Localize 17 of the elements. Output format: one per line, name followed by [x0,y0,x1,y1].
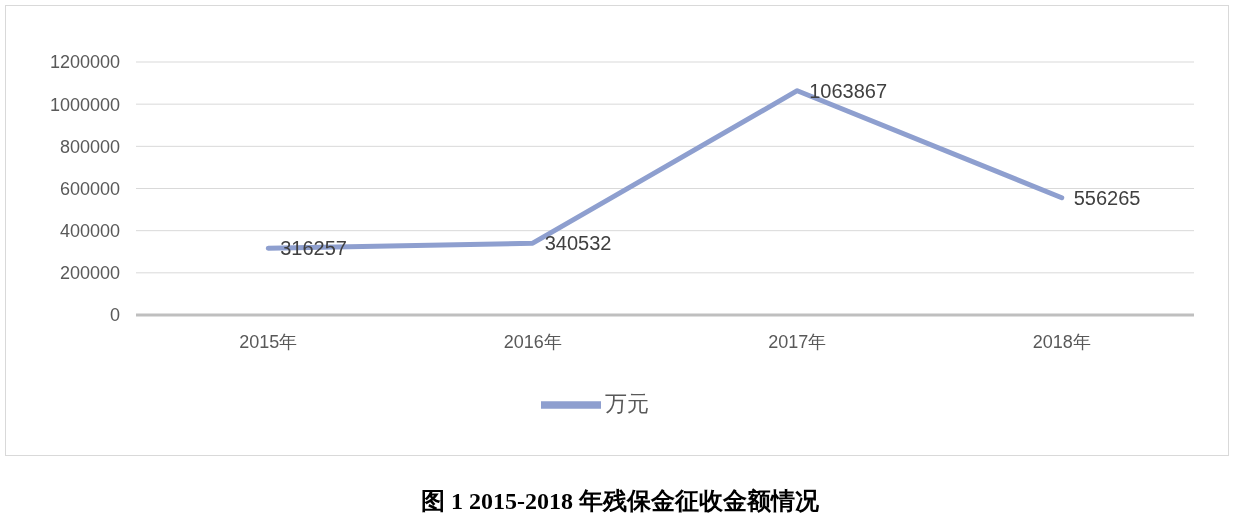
data-label: 316257 [280,237,347,260]
text: 图 1 2015-2018 年残保金征收金额情况 [420,487,820,516]
legend-label: 万元 [605,390,649,416]
x-tick-label: 2016年 [503,331,562,352]
y-tick-label: 1200000 [49,52,120,73]
y-tick-label: 400000 [59,221,120,242]
x-tick-label: 2018年 [1032,331,1091,352]
y-tick-label: 1000000 [49,94,120,115]
y-tick-label: 0 [109,305,120,326]
data-label: 340532 [544,232,612,255]
data-label: 556265 [1073,186,1141,209]
y-tick-label: 800000 [59,136,120,157]
x-tick-label: 2015年 [239,331,298,352]
data-label: 1063867 [809,79,888,102]
y-tick-label: 600000 [59,178,120,199]
y-tick-label: 200000 [59,263,120,284]
x-tick-label: 2017年 [768,331,827,352]
